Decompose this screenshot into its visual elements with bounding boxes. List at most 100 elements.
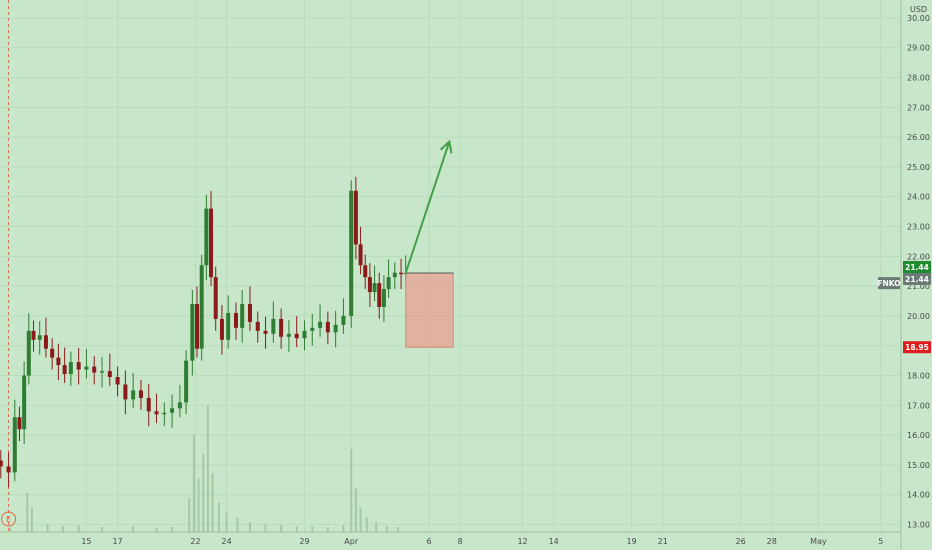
price-tick-label: 22.00 bbox=[907, 252, 930, 261]
volume-bar bbox=[197, 478, 200, 532]
candle-body bbox=[12, 417, 17, 473]
volume-bar bbox=[248, 522, 251, 532]
candle-body bbox=[123, 384, 128, 400]
candle-body bbox=[386, 277, 391, 290]
candle-body bbox=[22, 375, 27, 430]
candle-body bbox=[31, 330, 36, 340]
volume-bar bbox=[365, 517, 368, 532]
price-tick-label: 20.00 bbox=[907, 312, 930, 321]
date-tick-label: 28 bbox=[767, 537, 777, 546]
candle-body bbox=[263, 330, 268, 334]
candle-body bbox=[341, 315, 346, 325]
candle-body bbox=[56, 357, 61, 366]
volume-bar bbox=[192, 434, 195, 532]
price-tick-label: 29.00 bbox=[907, 44, 930, 53]
price-tick-label: 26.00 bbox=[907, 133, 930, 142]
candle-body bbox=[190, 304, 195, 361]
price-tick-label: 30.00 bbox=[907, 14, 930, 23]
candle-body bbox=[310, 327, 315, 331]
currency-label: USD bbox=[910, 5, 927, 14]
annotations bbox=[404, 139, 454, 348]
earnings-marker-label: E bbox=[6, 515, 11, 524]
candle-body bbox=[17, 417, 22, 430]
volume-bar bbox=[264, 524, 267, 532]
volume-bar bbox=[211, 473, 214, 532]
date-tick-label: 21 bbox=[658, 537, 668, 546]
volume-bar bbox=[354, 488, 357, 532]
candle-body bbox=[358, 244, 363, 266]
volume-bar bbox=[359, 507, 362, 532]
date-tick-label: 26 bbox=[735, 537, 745, 546]
price-tick-label: 15.00 bbox=[907, 461, 930, 470]
price-tick-label: 13.00 bbox=[907, 521, 930, 530]
volume-bar bbox=[342, 525, 345, 532]
candle-body bbox=[392, 272, 397, 278]
volume-bar bbox=[155, 528, 158, 532]
price-badge-label: 21.44 bbox=[905, 263, 929, 272]
candle-body bbox=[279, 318, 284, 337]
candle-body bbox=[68, 362, 73, 375]
price-tick-label: 17.00 bbox=[907, 401, 930, 410]
volume-bar bbox=[295, 526, 298, 532]
volume-bar bbox=[326, 527, 329, 532]
candle-body bbox=[37, 335, 42, 340]
candle-body bbox=[353, 190, 358, 245]
candle-body bbox=[318, 321, 323, 328]
target-arrow-shaft bbox=[404, 141, 451, 274]
volume-bar bbox=[396, 527, 399, 532]
candle-body bbox=[195, 304, 200, 349]
volume-bar bbox=[236, 517, 239, 532]
candle-body bbox=[84, 366, 89, 370]
candle-body bbox=[226, 312, 231, 340]
date-tick-label: 29 bbox=[299, 537, 309, 546]
candle-body bbox=[286, 333, 291, 337]
candle-body bbox=[170, 408, 175, 413]
date-tick-label: Apr bbox=[344, 537, 359, 546]
candle-body bbox=[255, 321, 260, 331]
price-tick-label: 24.00 bbox=[907, 193, 930, 202]
candle-body bbox=[138, 390, 143, 398]
volume-bar bbox=[77, 525, 80, 532]
volume-bars bbox=[9, 405, 399, 532]
candle-body bbox=[146, 397, 151, 412]
price-badge bbox=[903, 261, 931, 274]
candle-body bbox=[199, 265, 204, 349]
stop-loss-box bbox=[405, 272, 454, 348]
symbol-badge bbox=[878, 277, 900, 290]
candle-body bbox=[271, 318, 276, 334]
candle-body bbox=[381, 289, 386, 307]
candle-body bbox=[184, 360, 189, 403]
candle-body bbox=[115, 377, 120, 385]
price-badge-label: 21.44 bbox=[905, 275, 929, 284]
volume-bar bbox=[62, 526, 65, 532]
price-tick-label: 16.00 bbox=[907, 431, 930, 440]
candle-body bbox=[372, 283, 377, 293]
candle-body bbox=[349, 190, 354, 316]
target-arrow-head bbox=[439, 139, 453, 154]
candle-body bbox=[367, 277, 372, 293]
candle-body bbox=[399, 272, 404, 275]
date-tick-label: 22 bbox=[190, 537, 200, 546]
volume-bar bbox=[26, 493, 29, 532]
date-tick-label: 14 bbox=[549, 537, 559, 546]
price-tick-label: 18.00 bbox=[907, 372, 930, 381]
volume-bar bbox=[217, 502, 220, 532]
volume-bar bbox=[280, 525, 283, 532]
date-tick-label: 6 bbox=[427, 537, 432, 546]
volume-bar bbox=[30, 507, 33, 532]
symbol-badge-label: FNKO bbox=[877, 279, 900, 288]
candle-body bbox=[363, 265, 368, 278]
volume-bar bbox=[9, 527, 12, 532]
candle-body bbox=[6, 466, 11, 473]
date-tick-label: 15 bbox=[81, 537, 91, 546]
candle-body bbox=[233, 312, 238, 328]
volume-bar bbox=[375, 522, 378, 532]
candle-body bbox=[0, 460, 3, 467]
candle-body bbox=[377, 283, 382, 307]
volume-bar bbox=[202, 454, 205, 532]
date-tick-label: 17 bbox=[112, 537, 122, 546]
price-tick-label: 28.00 bbox=[907, 73, 930, 82]
